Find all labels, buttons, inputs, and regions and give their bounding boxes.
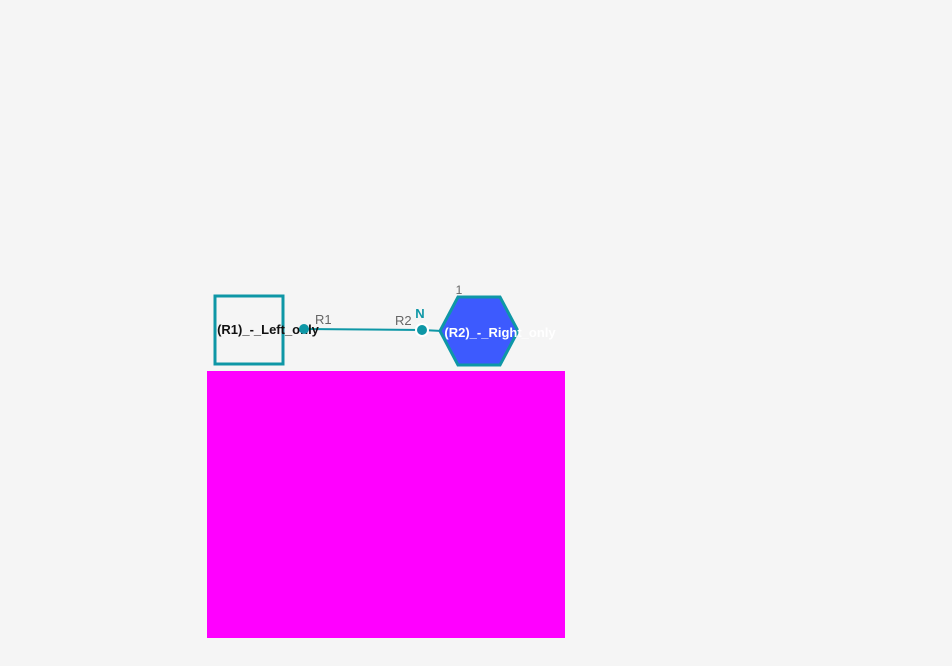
right-node-index-label: 1 xyxy=(456,283,463,297)
right-port-dot[interactable] xyxy=(415,323,429,337)
selection-overlay xyxy=(207,371,565,638)
right-port-marker: N xyxy=(415,306,424,321)
left-port-dot[interactable] xyxy=(299,324,309,334)
connection-edge[interactable] xyxy=(303,328,423,331)
left-node-label: (R1)_-_Left_only xyxy=(217,322,320,337)
right-node-label: (R2)_-_Right_only xyxy=(444,325,556,340)
left-node-box[interactable] xyxy=(213,294,285,366)
right-port-label: R2 xyxy=(395,313,412,328)
left-port-label: R1 xyxy=(315,312,332,327)
right-node-hexagon[interactable] xyxy=(438,295,520,367)
